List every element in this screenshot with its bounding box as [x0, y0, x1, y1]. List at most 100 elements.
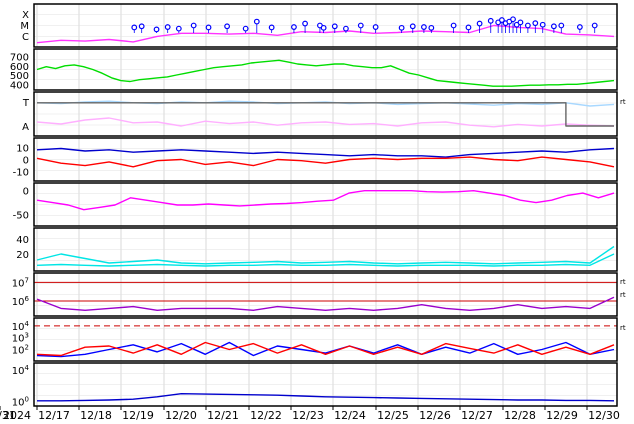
proton-flux-series-0 [36, 341, 615, 358]
flare-marker-11 [291, 24, 297, 30]
flare-marker-0 [131, 24, 138, 31]
imf-series-1 [36, 156, 615, 168]
wind-speed-ytick-500: 500 [10, 71, 29, 82]
panel-frame-7 [33, 272, 618, 317]
wind-speed-ytick-400: 400 [10, 80, 29, 91]
flare-marker-40 [591, 22, 598, 29]
right-marker-temp: rt [620, 98, 626, 106]
flare-marker-9 [253, 18, 260, 25]
y-tick-labels: XMC400500600700TA-10010-5002040106107102… [10, 10, 30, 409]
pressure-series-1 [36, 253, 615, 267]
ytick-temperature-a: A [22, 122, 29, 133]
flare-marker-7 [224, 23, 230, 30]
x-axis: 2024 12/17 12/18 12/19 12/20 12/21 12/22 12/23… [0, 406, 620, 422]
flare-marker-33 [517, 19, 524, 26]
temp-density-series-0 [36, 100, 615, 107]
angle-series-0 [36, 190, 615, 211]
flare-marker-19 [398, 24, 405, 31]
x-tick-label-12-24: 12/24 [334, 409, 366, 422]
flare-marker-26 [487, 17, 494, 24]
x-tick-label-12-21: 12/21 [207, 409, 239, 422]
proton-flux-series-1 [36, 341, 615, 357]
ytick-xray-m: M [20, 21, 29, 32]
flare-marker-17 [357, 22, 364, 29]
flare-marker-16 [343, 25, 349, 32]
x-tick-label-12-19: 12/19 [122, 409, 154, 422]
flare-marker-20 [409, 23, 416, 30]
flare-marker-37 [550, 23, 557, 30]
ytick-xray-c: C [22, 32, 29, 43]
flare-marker-24 [465, 24, 472, 31]
flare-marker-28 [498, 17, 505, 23]
x-tick-label-12-20: 12/20 [165, 409, 197, 422]
right-marker-proton: rt [620, 324, 626, 332]
flare-marker-38 [558, 22, 565, 29]
right-markers: rt rt rt rt [620, 98, 626, 332]
flare-marker-3 [164, 24, 171, 30]
x-tick-label-12-17: 12/17 [38, 409, 70, 422]
ytick-xray-x: X [22, 10, 29, 21]
x-tick-label-12-18: 12/18 [80, 409, 112, 422]
pressure-ytick-40: 40 [16, 235, 29, 246]
electron-flux-ytick-1e7: 107 [12, 276, 29, 289]
flare-marker-15 [331, 23, 338, 30]
wind-speed-ytick-700: 700 [10, 53, 29, 64]
panel-frame-5 [33, 182, 618, 227]
flare-marker-22 [428, 24, 435, 31]
imf-ytick-0: 0 [23, 156, 29, 167]
neutron-series-0 [37, 393, 615, 402]
panel-frame-9 [33, 362, 618, 407]
flare-marker-5 [190, 22, 197, 29]
imf-ytick-10: 10 [16, 143, 29, 154]
panel-frame-8 [33, 317, 618, 362]
angle-ytick--50: -50 [13, 210, 29, 221]
flare-marker-25 [476, 20, 483, 27]
electron-flux-ytick-1e6: 106 [12, 295, 30, 308]
panel-frames [33, 3, 618, 407]
right-marker-electron: rt [620, 278, 626, 286]
flare-marker-1 [138, 23, 145, 30]
panel-frame-3 [33, 91, 618, 137]
pressure-series-0 [36, 245, 615, 265]
series-layer [34, 16, 617, 402]
flare-marker-4 [175, 25, 182, 32]
flare-marker-2 [153, 26, 160, 33]
panel-frame-6 [33, 227, 618, 272]
imf-series-0 [36, 147, 615, 158]
x-tick-label-12-28: 12/28 [504, 409, 536, 422]
imf-ytick--10: -10 [13, 168, 29, 179]
x-tick-label-12-22: 12/22 [250, 409, 282, 422]
ytick-temperature-t: T [22, 98, 30, 109]
pressure-ytick-20: 20 [16, 250, 29, 261]
neutron-ytick-1e4: 104 [12, 364, 30, 377]
flare-marker-10 [268, 24, 275, 31]
flare-marker-8 [242, 25, 249, 32]
wind-speed-ytick-600: 600 [10, 62, 29, 73]
panel-frame-2 [33, 48, 618, 91]
flare-marker-18 [372, 24, 379, 30]
temp-density-series-2 [37, 102, 614, 127]
flare-marker-39 [576, 24, 583, 30]
flare-marker-34 [524, 22, 531, 29]
flare-marker-23 [450, 22, 457, 29]
flare-marker-31 [510, 16, 516, 23]
flare-marker-14 [320, 24, 327, 31]
flare-marker-36 [539, 21, 546, 28]
flare-marker-12 [302, 20, 308, 27]
x-tick-label-12-23: 12/23 [292, 409, 324, 422]
flare-marker-6 [205, 24, 212, 31]
x-axis-year-label: 2024 [3, 409, 31, 422]
x-tick-label-12-26: 12/26 [419, 409, 451, 422]
x-tick-label-12-27: 12/27 [461, 409, 493, 422]
proton-flux-ytick-1e2: 102 [12, 344, 29, 357]
wind-speed-series-0 [36, 59, 615, 87]
x-tick-label-12-25: 12/25 [377, 409, 409, 422]
flare-marker-21 [421, 24, 427, 30]
panel-frame-1 [33, 3, 618, 48]
right-marker-electron2: rt [620, 291, 626, 299]
angle-ytick-0: 0 [23, 187, 29, 198]
x-tick-label-12-31: 12/31 [0, 409, 16, 422]
temp-density-series-1 [36, 117, 615, 128]
electron-flux-series-0 [36, 296, 615, 311]
